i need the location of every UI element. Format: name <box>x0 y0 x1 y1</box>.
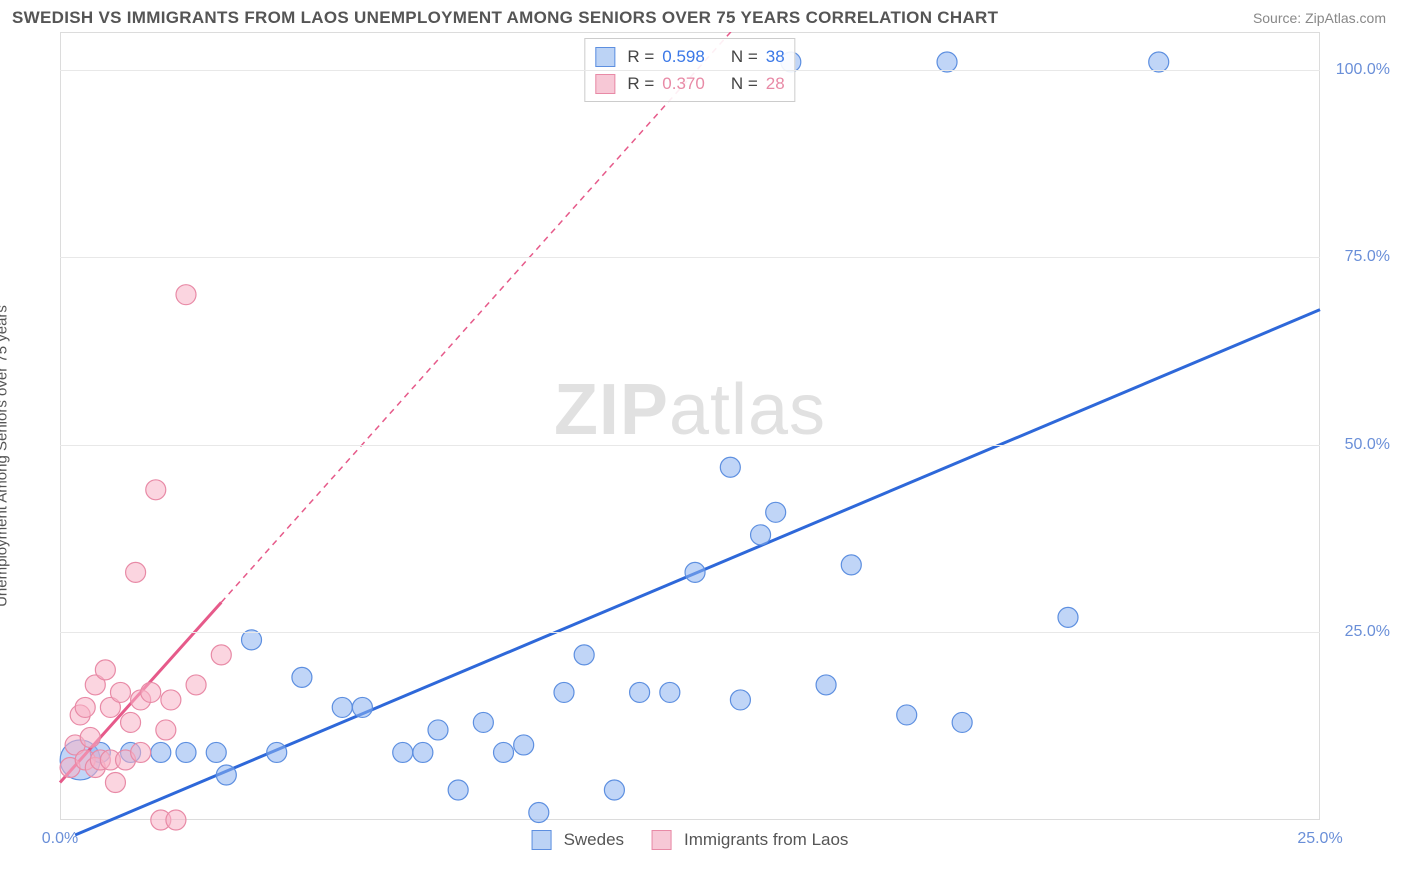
data-point <box>151 742 171 762</box>
data-point <box>166 810 186 830</box>
data-point <box>141 682 161 702</box>
chart-container: Unemployment Among Seniors over 75 years… <box>12 32 1394 880</box>
data-point <box>211 645 231 665</box>
data-point <box>1058 607 1078 627</box>
data-point <box>75 697 95 717</box>
y-tick-label: 25.0% <box>1330 623 1390 641</box>
data-point <box>751 525 771 545</box>
n-value: 28 <box>766 70 785 97</box>
data-point <box>156 720 176 740</box>
data-point <box>428 720 448 740</box>
data-point <box>604 780 624 800</box>
y-tick-label: 75.0% <box>1330 248 1390 266</box>
data-point <box>176 285 196 305</box>
data-point <box>413 742 433 762</box>
data-point <box>332 697 352 717</box>
data-point <box>574 645 594 665</box>
data-point <box>176 742 196 762</box>
data-point <box>352 697 372 717</box>
data-point <box>952 712 972 732</box>
gridline-h <box>60 257 1320 258</box>
data-point <box>514 735 534 755</box>
data-point <box>816 675 836 695</box>
n-value: 38 <box>766 43 785 70</box>
gridline-h <box>60 632 1320 633</box>
series-legend: Swedes Immigrants from Laos <box>532 830 849 850</box>
data-point <box>126 562 146 582</box>
n-label: N = <box>731 70 758 97</box>
data-point <box>216 765 236 785</box>
legend-swatch <box>595 47 615 67</box>
data-point <box>110 682 130 702</box>
legend-label: Swedes <box>564 830 624 850</box>
chart-header: SWEDISH VS IMMIGRANTS FROM LAOS UNEMPLOY… <box>0 0 1406 32</box>
data-point <box>80 727 100 747</box>
x-tick-label: 0.0% <box>42 830 78 848</box>
r-value: 0.598 <box>662 43 705 70</box>
data-point <box>105 772 125 792</box>
data-point <box>897 705 917 725</box>
gridline-h <box>60 445 1320 446</box>
data-point <box>146 480 166 500</box>
data-point <box>473 712 493 732</box>
data-point <box>766 502 786 522</box>
x-tick-label: 25.0% <box>1297 830 1342 848</box>
chart-title: SWEDISH VS IMMIGRANTS FROM LAOS UNEMPLOY… <box>12 8 998 28</box>
data-point <box>206 742 226 762</box>
chart-source: Source: ZipAtlas.com <box>1253 10 1386 26</box>
legend-swatch <box>652 830 672 850</box>
r-label: R = <box>627 70 654 97</box>
data-point <box>267 742 287 762</box>
data-point <box>393 742 413 762</box>
data-point <box>494 742 514 762</box>
data-point <box>660 682 680 702</box>
y-tick-label: 100.0% <box>1330 61 1390 79</box>
n-label: N = <box>731 43 758 70</box>
data-point <box>186 675 206 695</box>
plot-area: ZIPatlas R =0.598N =38R =0.370N =28 Swed… <box>60 32 1320 820</box>
data-point <box>131 742 151 762</box>
stats-legend-row: R = 0.598 N = 38 <box>595 43 784 70</box>
data-point <box>630 682 650 702</box>
data-point <box>685 562 705 582</box>
data-point <box>161 690 181 710</box>
scatter-svg <box>60 32 1320 820</box>
data-point <box>720 457 740 477</box>
legend-swatch <box>595 74 615 94</box>
data-point <box>95 660 115 680</box>
legend-item: Swedes <box>532 830 624 850</box>
legend-item: Immigrants from Laos <box>652 830 848 850</box>
data-point <box>448 780 468 800</box>
legend-label: Immigrants from Laos <box>684 830 848 850</box>
data-point <box>730 690 750 710</box>
r-label: R = <box>627 43 654 70</box>
gridline-h <box>60 70 1320 71</box>
data-point <box>554 682 574 702</box>
data-point <box>841 555 861 575</box>
data-point <box>292 667 312 687</box>
data-point <box>121 712 141 732</box>
legend-swatch <box>532 830 552 850</box>
stats-legend-row: R = 0.370 N = 28 <box>595 70 784 97</box>
y-tick-label: 50.0% <box>1330 436 1390 454</box>
y-axis-label: Unemployment Among Seniors over 75 years <box>0 305 11 607</box>
data-point <box>529 802 549 822</box>
r-value: 0.370 <box>662 70 705 97</box>
